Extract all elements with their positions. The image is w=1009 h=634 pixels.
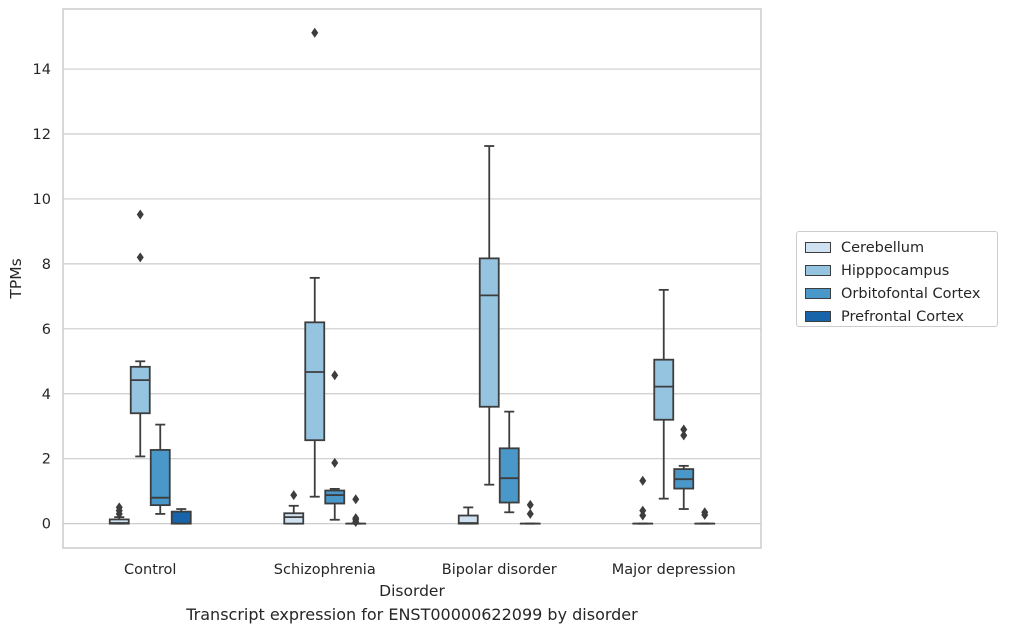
y-tick-label-4: 4	[42, 387, 51, 403]
box-hipppocampus-schizophrenia-outlier-0	[311, 27, 319, 38]
x-tick-label-major-depression: Major depression	[612, 562, 736, 578]
y-tick-label-2: 2	[42, 452, 51, 468]
box-hipppocampus-control-body	[129, 365, 151, 415]
box-prefrontal-cortex-control-body	[170, 510, 192, 525]
figure-caption: Transcript expression for ENST0000062209…	[186, 605, 638, 624]
box-cerebellum-major-depression-outlier-1	[639, 505, 647, 516]
legend-item-prefrontal-cortex: Prefrontal Cortex	[805, 305, 997, 328]
box-prefrontal-cortex-bipolar-disorder-outlier-1	[526, 499, 534, 510]
box-prefrontal-cortex-major-depression-outlier-1	[701, 507, 709, 518]
legend-label-orbitofrontal-cortex: Orbitofontal Cortex	[841, 285, 981, 302]
x-axis-label: Disorder	[379, 582, 445, 600]
legend-item-hippocampus: Hipppocampus	[805, 259, 997, 282]
box-cerebellum-schizophrenia-outlier-0	[290, 490, 298, 501]
y-tick-label-10: 10	[33, 192, 51, 208]
box-orbitofontal-cortex-schizophrenia-body	[324, 489, 346, 505]
legend-swatch-prefrontal-cortex	[805, 311, 831, 322]
box-prefrontal-cortex-bipolar-disorder-outlier-0	[526, 508, 534, 519]
y-tick-label-0: 0	[42, 517, 51, 533]
box-orbitofontal-cortex-major-depression-outlier-1	[680, 424, 688, 435]
legend-item-orbitofrontal-cortex: Orbitofontal Cortex	[805, 282, 997, 305]
box-hipppocampus-bipolar-disorder-body	[478, 257, 500, 408]
box-hipppocampus-control-outlier-1	[136, 209, 144, 220]
y-axis-label: TPMs	[7, 258, 25, 299]
legend-swatch-orbitofrontal-cortex	[805, 288, 831, 299]
y-tick-label-14: 14	[33, 62, 51, 78]
x-tick-label-control: Control	[124, 562, 176, 578]
legend-swatch-hippocampus	[805, 265, 831, 276]
box-prefrontal-cortex-schizophrenia-outlier-3	[352, 494, 360, 505]
box-cerebellum-major-depression-outlier-2	[639, 475, 647, 486]
box-orbitofontal-cortex-schizophrenia-outlier-1	[331, 370, 339, 381]
legend-label-prefrontal-cortex: Prefrontal Cortex	[841, 308, 964, 325]
legend-swatch-cerebellum	[805, 242, 831, 253]
x-tick-label-bipolar-disorder: Bipolar disorder	[442, 562, 557, 578]
box-cerebellum-control-outlier-2	[115, 502, 123, 513]
y-tick-label-6: 6	[42, 322, 51, 338]
legend-item-cerebellum: Cerebellum	[805, 236, 997, 259]
box-hipppocampus-control-outlier-0	[136, 252, 144, 263]
box-orbitofontal-cortex-major-depression-outlier-0	[680, 430, 688, 441]
legend-label-cerebellum: Cerebellum	[841, 239, 925, 256]
box-cerebellum-schizophrenia-body	[283, 512, 305, 525]
x-tick-label-schizophrenia: Schizophrenia	[274, 562, 376, 578]
box-hipppocampus-major-depression-body	[653, 358, 675, 421]
box-hipppocampus-schizophrenia-body	[304, 321, 326, 442]
y-tick-label-8: 8	[42, 257, 51, 273]
box-orbitofontal-cortex-control-body	[149, 449, 171, 507]
legend-label-hippocampus: Hipppocampus	[841, 262, 950, 279]
box-orbitofontal-cortex-bipolar-disorder-body	[498, 447, 520, 504]
y-tick-label-12: 12	[33, 127, 51, 143]
box-prefrontal-cortex-schizophrenia-outlier-2	[352, 513, 360, 524]
box-orbitofontal-cortex-schizophrenia-outlier-0	[331, 457, 339, 468]
plot-frame	[62, 8, 762, 549]
legend: Cerebellum Hipppocampus Orbitofontal Cor…	[796, 231, 998, 327]
